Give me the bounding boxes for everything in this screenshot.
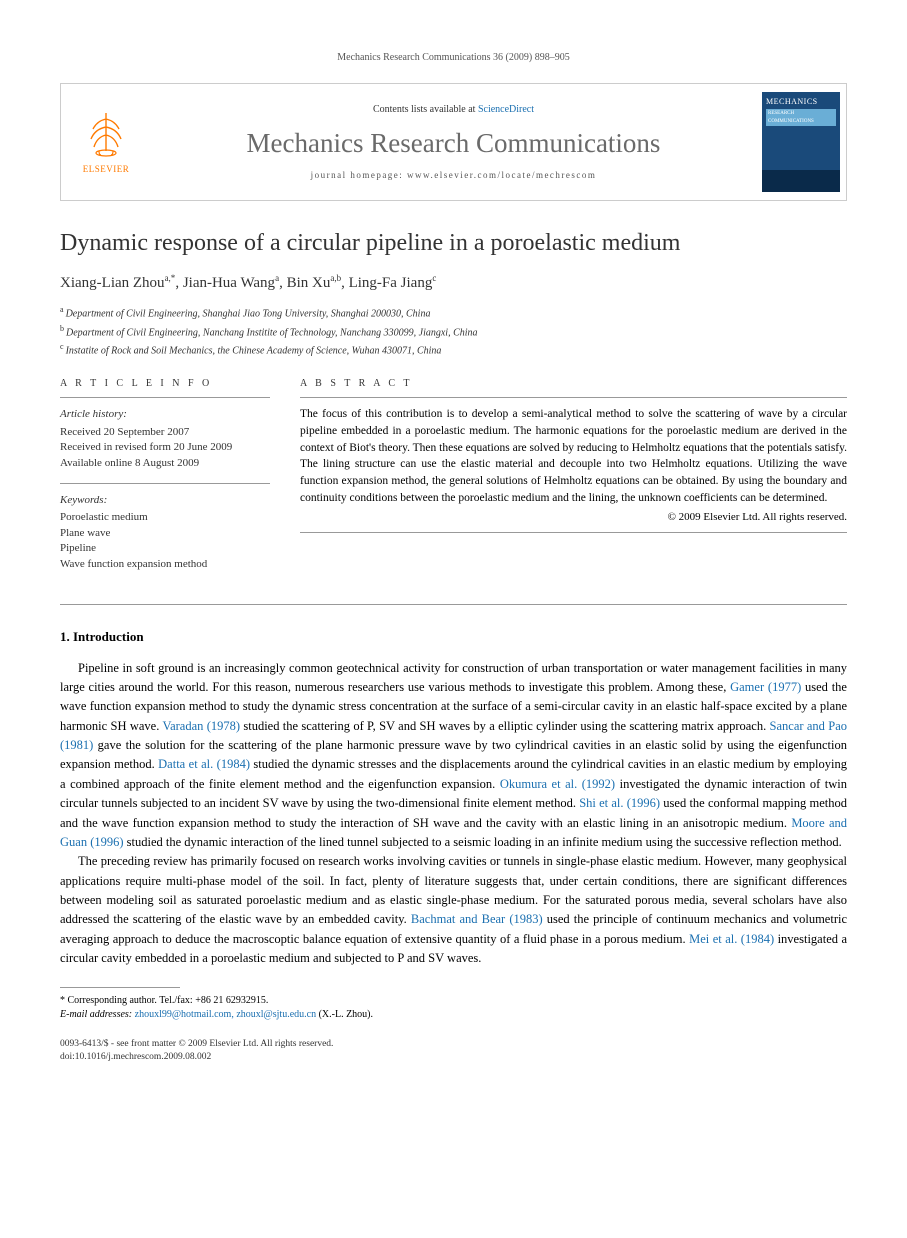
email-suffix: (X.-L. Zhou). [316,1009,373,1020]
running-header: Mechanics Research Communications 36 (20… [60,50,847,65]
abstract-copyright: © 2009 Elsevier Ltd. All rights reserved… [300,510,847,526]
citation-link[interactable]: Varadan (1978) [162,719,240,733]
history-line: Received 20 September 2007 [60,425,270,440]
abstract-heading: A B S T R A C T [300,376,847,391]
journal-homepage: journal homepage: www.elsevier.com/locat… [311,169,597,183]
cover-subtitle: RESEARCH COMMUNICATIONS [766,109,836,126]
citation-link[interactable]: Gamer (1977) [730,680,801,694]
keyword: Plane wave [60,526,270,541]
contents-prefix: Contents lists available at [373,104,478,115]
bottom-meta: 0093-6413/$ - see front matter © 2009 El… [60,1038,847,1065]
article-history-block: Article history: Received 20 September 2… [60,397,270,471]
corr-author-line: * Corresponding author. Tel./fax: +86 21… [60,994,847,1008]
citation-link[interactable]: Shi et al. (1996) [579,796,660,810]
history-line: Available online 8 August 2009 [60,456,270,471]
journal-name: Mechanics Research Communications [247,123,661,164]
contents-available-line: Contents lists available at ScienceDirec… [373,102,534,117]
section-1-heading: 1. Introduction [60,627,847,647]
publisher-name: ELSEVIER [83,163,130,177]
article-info-column: A R T I C L E I N F O Article history: R… [60,376,270,584]
email-addresses[interactable]: zhouxl99@hotmail.com, zhouxl@sjtu.edu.cn [135,1009,316,1020]
email-line: E-mail addresses: zhouxl99@hotmail.com, … [60,1008,847,1022]
section-top-rule [60,604,847,605]
article-history-heading: Article history: [60,406,270,423]
elsevier-tree-icon [79,107,133,161]
abstract-text: The focus of this contribution is to dev… [300,397,847,526]
affiliation-line: aDepartment of Civil Engineering, Shangh… [60,304,847,321]
affiliation-line: bDepartment of Civil Engineering, Nancha… [60,323,847,340]
info-abstract-row: A R T I C L E I N F O Article history: R… [60,376,847,584]
cover-bottom-bar [762,170,840,192]
article-history-text: Received 20 September 2007Received in re… [60,425,270,471]
keywords-heading: Keywords: [60,492,270,509]
doi-line: doi:10.1016/j.mechrescom.2009.08.002 [60,1051,847,1064]
keyword: Poroelastic medium [60,510,270,525]
abstract-column: A B S T R A C T The focus of this contri… [300,376,847,584]
history-line: Received in revised form 20 June 2009 [60,440,270,455]
article-title: Dynamic response of a circular pipeline … [60,229,847,258]
corresponding-author-footnote: * Corresponding author. Tel./fax: +86 21… [60,994,847,1022]
banner-center: Contents lists available at ScienceDirec… [151,84,756,200]
journal-banner: ELSEVIER Contents lists available at Sci… [60,83,847,201]
authors-line: Xiang-Lian Zhoua,*, Jian-Hua Wanga, Bin … [60,272,847,295]
article-info-heading: A R T I C L E I N F O [60,376,270,391]
affiliation-line: cInstatite of Rock and Soil Mechanics, t… [60,341,847,358]
front-matter-line: 0093-6413/$ - see front matter © 2009 El… [60,1038,847,1051]
intro-paragraph-1: Pipeline in soft ground is an increasing… [60,659,847,853]
citation-link[interactable]: Mei et al. (1984) [689,932,774,946]
citation-link[interactable]: Bachmat and Bear (1983) [411,912,543,926]
citation-link[interactable]: Datta et al. (1984) [158,757,250,771]
keywords-text: Poroelastic mediumPlane wavePipelineWave… [60,510,270,572]
page-root: Mechanics Research Communications 36 (20… [0,0,907,1104]
journal-cover-thumb: MECHANICS RESEARCH COMMUNICATIONS [756,84,846,200]
email-label: E-mail addresses: [60,1009,132,1020]
footnote-separator [60,987,180,988]
abstract-bottom-rule [300,532,847,533]
publisher-logo-block: ELSEVIER [61,84,151,200]
abstract-body: The focus of this contribution is to dev… [300,408,847,503]
sciencedirect-link[interactable]: ScienceDirect [478,104,534,115]
keyword: Pipeline [60,541,270,556]
citation-link[interactable]: Okumura et al. (1992) [500,777,615,791]
affiliations-block: aDepartment of Civil Engineering, Shangh… [60,304,847,358]
citation-link[interactable]: Moore and Guan (1996) [60,816,847,849]
keyword: Wave function expansion method [60,557,270,572]
intro-paragraph-2: The preceding review has primarily focus… [60,852,847,968]
cover-box: MECHANICS RESEARCH COMMUNICATIONS [762,92,840,192]
cover-title: MECHANICS [766,96,836,108]
keywords-block: Keywords: Poroelastic mediumPlane wavePi… [60,483,270,572]
